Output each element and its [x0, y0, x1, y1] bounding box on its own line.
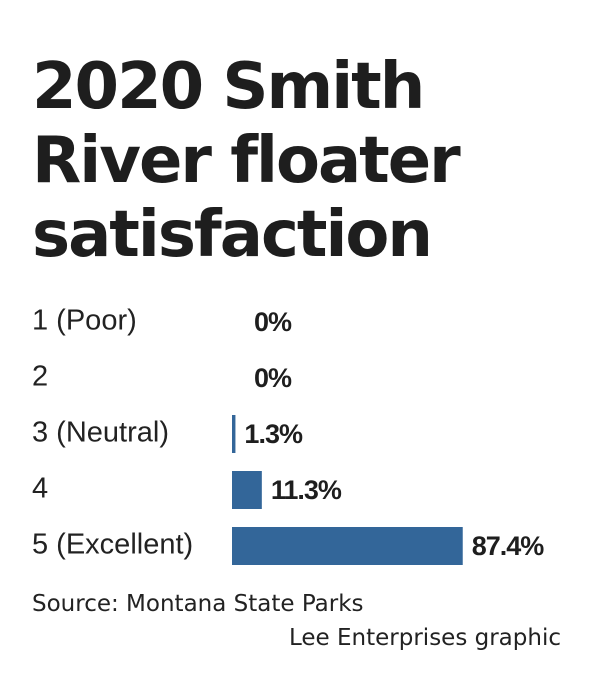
graphic-credit: Lee Enterprises graphic: [289, 625, 561, 651]
value-label: 11.3%: [271, 475, 342, 505]
category-label: 4: [32, 473, 48, 505]
value-label: 0%: [254, 307, 292, 337]
bar: [232, 527, 463, 565]
category-label: 3 (Neutral): [32, 417, 169, 449]
value-label: 1.3%: [244, 419, 303, 449]
value-label: 0%: [254, 363, 292, 393]
bar: [232, 415, 236, 453]
source-note: Source: Montana State Parks: [32, 591, 364, 617]
bar: [232, 471, 262, 509]
value-label: 87.4%: [472, 531, 545, 561]
category-label: 1 (Poor): [32, 305, 137, 337]
chart-title: 2020 Smith River floater satisfaction: [32, 50, 461, 272]
category-label: 2: [32, 361, 48, 393]
category-label: 5 (Excellent): [32, 529, 193, 561]
